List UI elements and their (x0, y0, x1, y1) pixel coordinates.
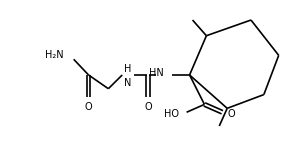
Text: HO: HO (164, 109, 179, 119)
Text: O: O (227, 109, 235, 119)
Text: HN: HN (149, 68, 164, 78)
Text: N: N (124, 78, 132, 88)
Text: H: H (124, 64, 132, 74)
Text: H₂N: H₂N (45, 50, 64, 60)
Text: O: O (144, 102, 152, 112)
Text: O: O (85, 102, 92, 112)
